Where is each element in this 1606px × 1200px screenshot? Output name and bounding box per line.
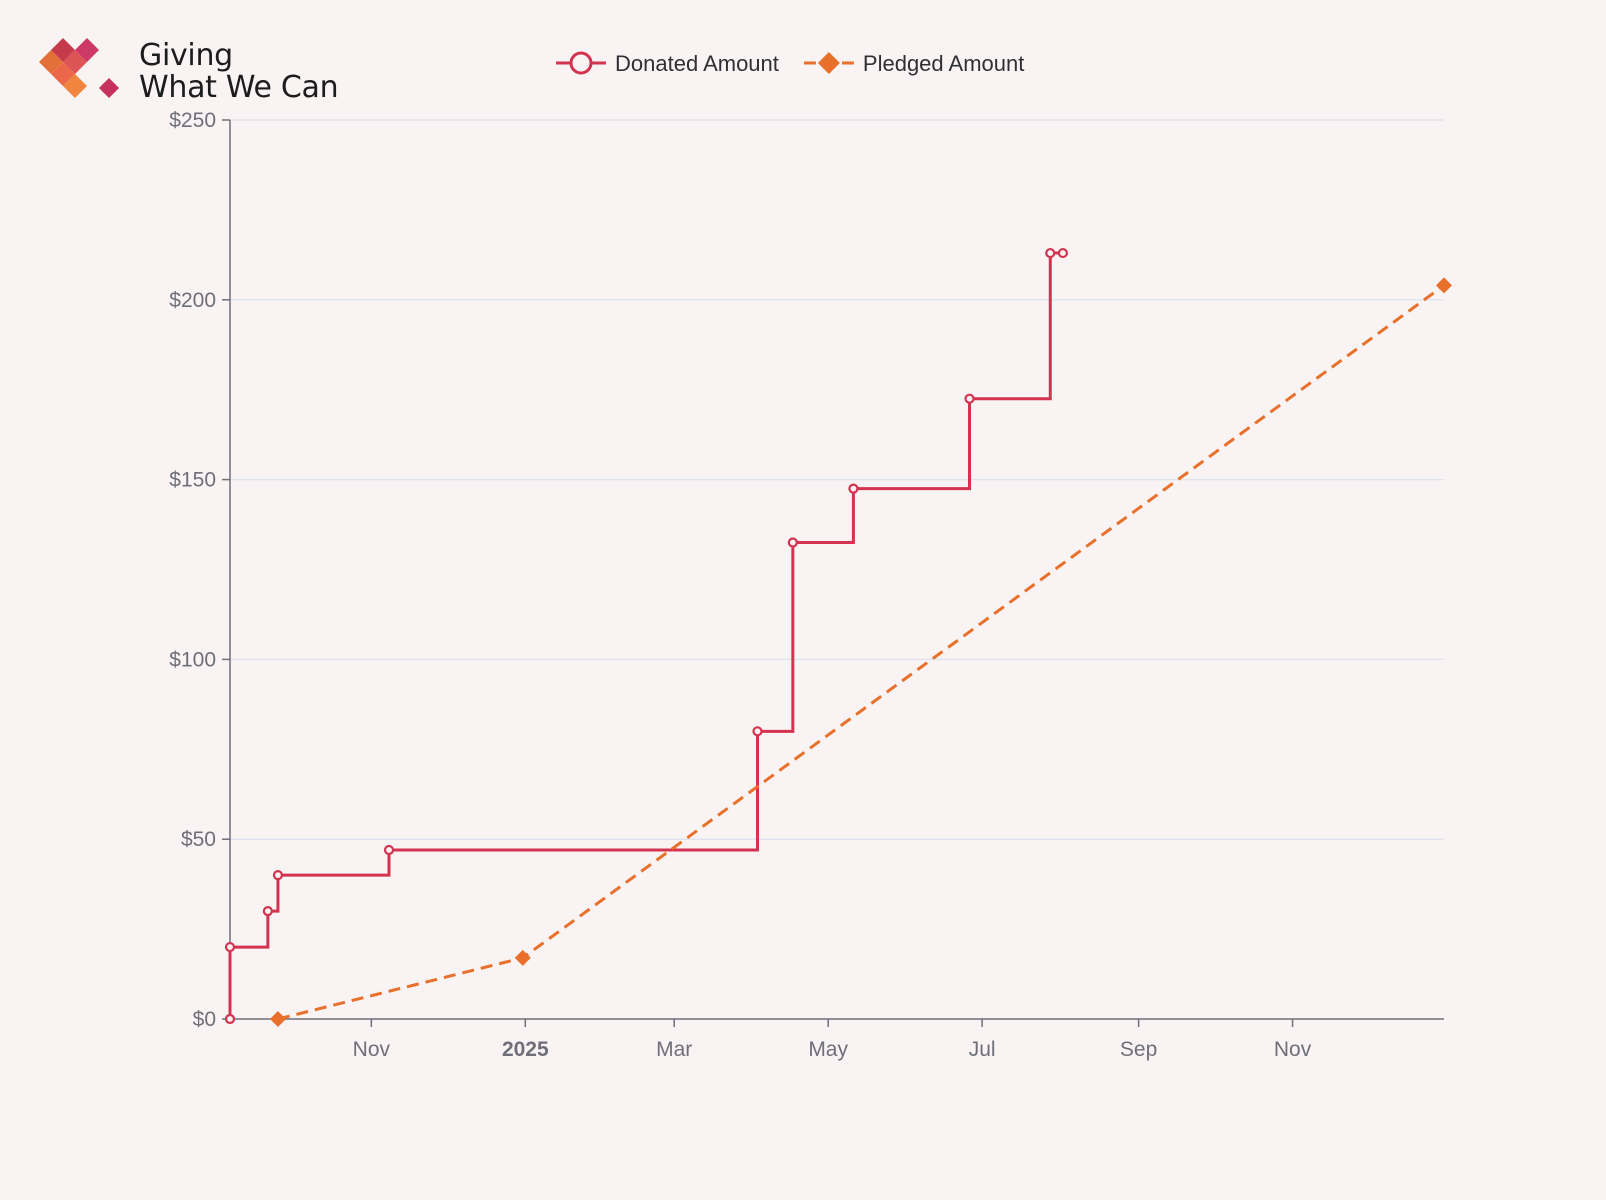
data-point-marker [1057, 247, 1068, 259]
x-tick-label: Nov [353, 1038, 391, 1061]
y-tick-label: $0 [193, 1008, 216, 1031]
data-point-marker [1045, 247, 1056, 259]
data-point-marker [787, 537, 798, 548]
series-line [228, 251, 1063, 1019]
data-point-marker [383, 844, 395, 856]
data-point-marker [848, 483, 859, 494]
series-layer [224, 247, 1452, 1027]
data-point-marker [224, 1013, 236, 1025]
y-tick-label: $50 [181, 828, 216, 851]
data-point-marker [272, 870, 284, 881]
brand-name-line2: What We Can [139, 70, 339, 105]
x-tick-label: Sep [1120, 1038, 1157, 1061]
data-point-marker [224, 941, 236, 953]
y-tick-label: $200 [169, 289, 216, 312]
data-point-marker [752, 726, 763, 737]
x-tick-label: May [808, 1038, 848, 1061]
x-tick-label: Nov [1274, 1038, 1312, 1061]
legend-label: Pledged Amount [863, 51, 1024, 76]
data-point-marker [262, 906, 273, 917]
x-axis-ticks: Nov 2025 Mar May Jul Sep Nov [353, 1019, 1312, 1061]
legend: Donated Amount Pledged Amount [556, 51, 1024, 76]
y-tick-label: $250 [169, 109, 216, 132]
gridlines [230, 119, 1444, 840]
y-tick-label: $150 [169, 469, 216, 492]
data-point-marker [964, 393, 975, 404]
brand-name-line1: Giving [139, 38, 233, 73]
x-tick-label: Jul [969, 1038, 996, 1061]
legend-swatch-marker [569, 51, 593, 75]
y-axis-ticks: $0 $50 $100 $150 $200 $250 [169, 109, 230, 1031]
data-point-marker [1436, 277, 1452, 294]
series-line [277, 284, 1445, 1021]
data-point-marker [514, 949, 531, 966]
x-tick-label: Mar [656, 1038, 692, 1061]
logo-diamonds-icon [39, 38, 119, 98]
y-tick-label: $100 [169, 648, 216, 671]
legend-label: Donated Amount [615, 51, 779, 76]
axes [229, 120, 1444, 1020]
legend-swatch-marker [817, 52, 840, 74]
x-tick-label: 2025 [502, 1038, 549, 1061]
data-point-marker [269, 1011, 286, 1027]
brand-logo: Giving What We Can [38, 38, 378, 108]
